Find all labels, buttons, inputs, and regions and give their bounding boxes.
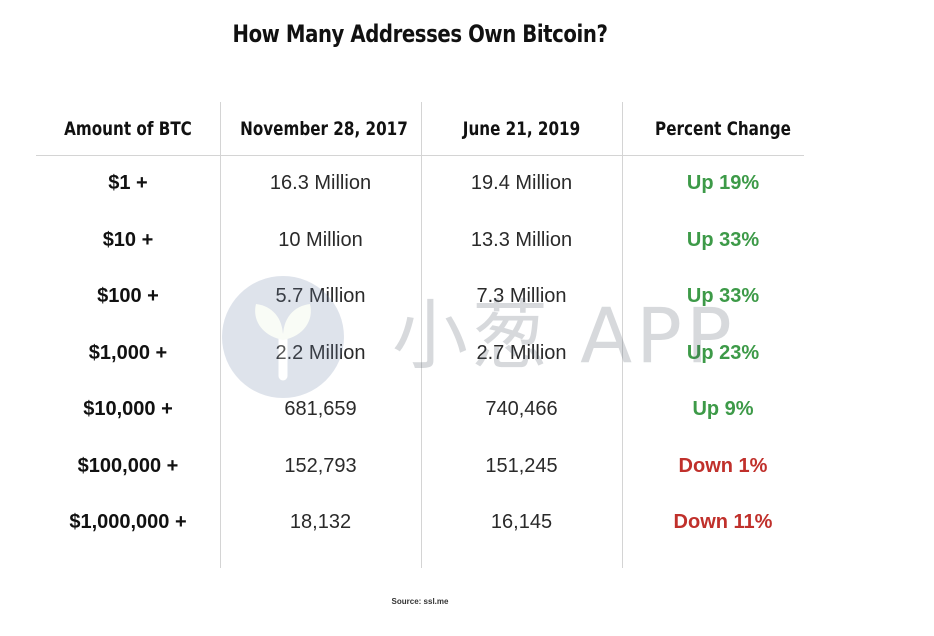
cell-nov-2017: 18,132 (289, 511, 352, 533)
cell-percent-change: Down 1% (678, 455, 768, 477)
cell-percent-change: Up 33% (686, 285, 760, 307)
cell-percent-change: Down 11% (673, 511, 773, 533)
cell-jun-2019: 13.3 Million (470, 229, 573, 251)
cell-nov-2017: 10 Million (278, 229, 363, 251)
cell-percent-change: Up 33% (686, 229, 760, 251)
cell-jun-2019: 740,466 (485, 398, 558, 420)
cell-nov-2017: 2.2 Million (275, 342, 366, 364)
cell-nov-2017: 16.3 Million (269, 172, 372, 194)
cell-amount: $10,000 + (83, 398, 173, 420)
column-divider (622, 102, 623, 568)
column-divider (421, 102, 422, 568)
cell-jun-2019: 16,145 (490, 511, 553, 533)
cell-jun-2019: 151,245 (485, 455, 558, 477)
cell-jun-2019: 2.7 Million (476, 342, 567, 364)
cell-percent-change: Up 9% (692, 398, 754, 420)
table-title: How Many Addresses Own Bitcoin? (232, 20, 608, 48)
cell-nov-2017: 152,793 (284, 455, 357, 477)
cell-amount: $10 + (102, 229, 154, 251)
column-header-nov-2017: November 28, 2017 (240, 118, 408, 140)
cell-amount: $100,000 + (77, 455, 179, 477)
cell-percent-change: Up 23% (686, 342, 760, 364)
cell-amount: $100 + (97, 285, 159, 307)
column-divider (220, 102, 221, 568)
cell-jun-2019: 7.3 Million (476, 285, 567, 307)
cell-amount: $1,000,000 + (69, 511, 187, 533)
column-header-amount: Amount of BTC (64, 118, 192, 140)
cell-amount: $1 + (108, 172, 148, 194)
column-header-jun-2019: June 21, 2019 (462, 118, 581, 140)
cell-amount: $1,000 + (88, 342, 168, 364)
cell-percent-change: Up 19% (686, 172, 760, 194)
source-note: Source: ssl.me (391, 597, 449, 606)
header-divider (36, 155, 804, 156)
cell-nov-2017: 681,659 (284, 398, 357, 420)
cell-jun-2019: 19.4 Million (470, 172, 573, 194)
column-header-percent-change: Percent Change (655, 118, 791, 140)
cell-nov-2017: 5.7 Million (275, 285, 366, 307)
